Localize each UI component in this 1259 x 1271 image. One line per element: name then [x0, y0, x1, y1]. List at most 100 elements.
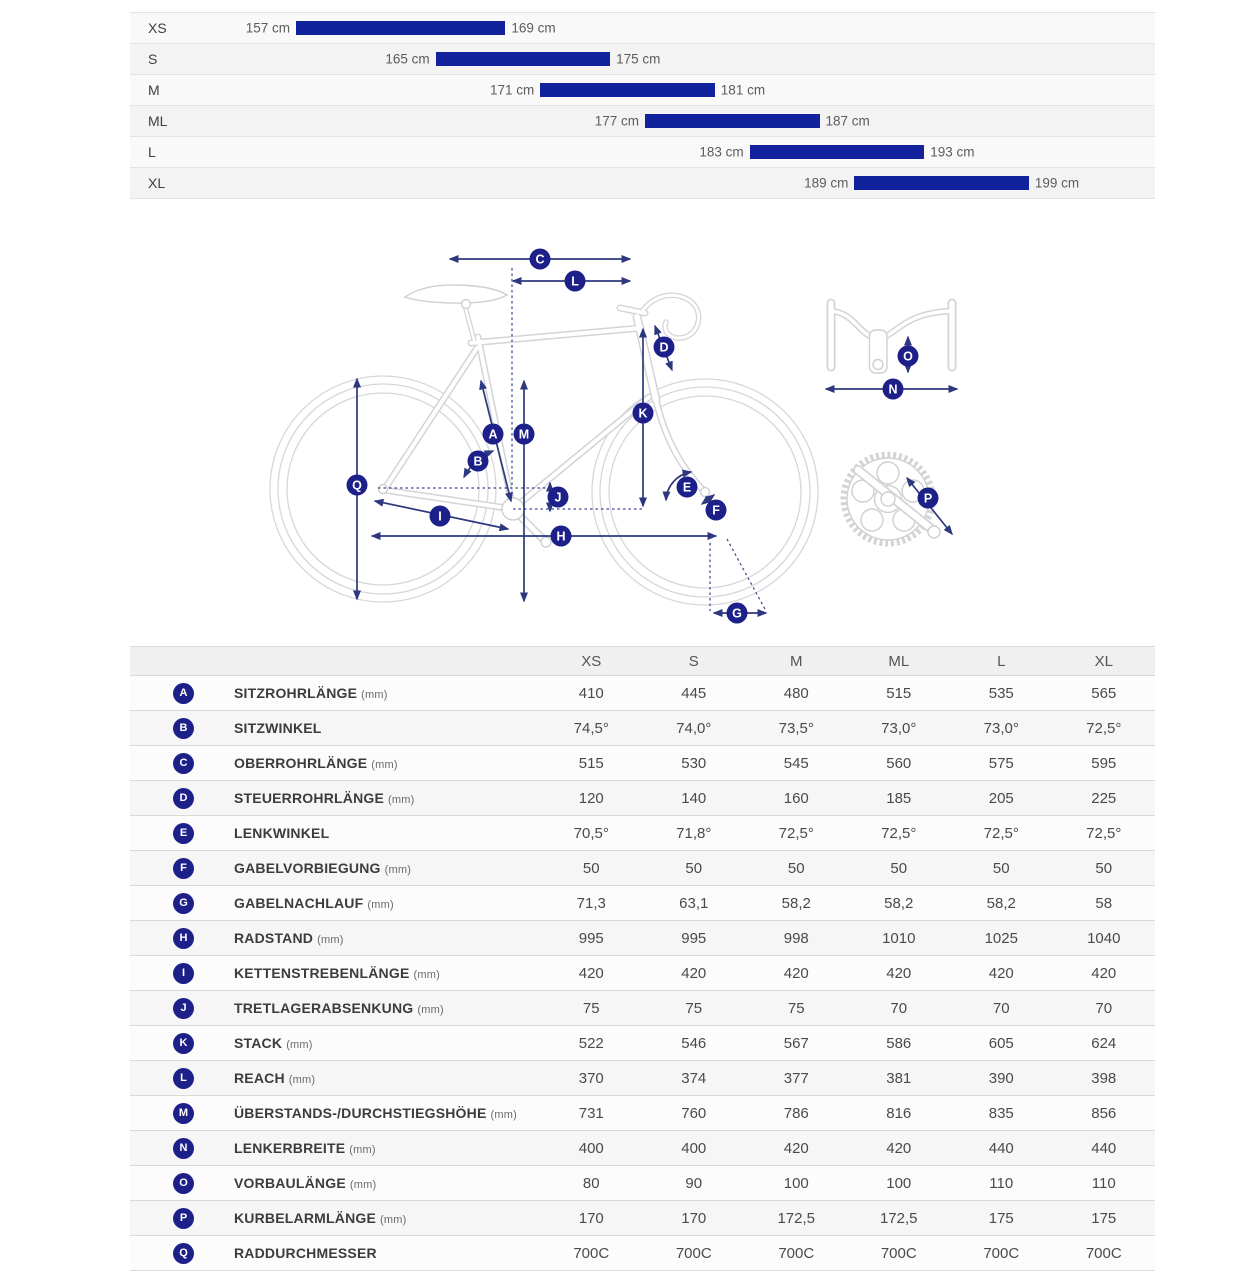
diagram-label-o: O	[897, 345, 919, 367]
svg-text:J: J	[555, 491, 562, 505]
row-label: RADSTAND (mm)	[234, 930, 344, 946]
value-cell: 100	[783, 1174, 809, 1192]
table-row: A SITZROHRLÄNGE (mm) 410 445 480 515 535 565	[130, 676, 1155, 711]
value-cell: 172,5	[777, 1209, 816, 1227]
row-label: OBERROHRLÄNGE (mm)	[234, 755, 398, 771]
value-cell: 70	[992, 999, 1010, 1017]
diagram-label-g: G	[726, 602, 748, 624]
row-unit: (mm)	[288, 1074, 316, 1086]
dim-arrow-f	[700, 494, 716, 505]
table-row: D STEUERROHRLÄNGE (mm) 120 140 160 185 205 225	[130, 781, 1155, 816]
svg-text:B: B	[473, 455, 482, 469]
value-cell: 995	[578, 929, 604, 947]
value-cell: 110	[1091, 1174, 1116, 1192]
row-letter-badge: Q	[173, 1242, 194, 1264]
diagram-label-q: Q	[346, 474, 368, 496]
row-letter-badge: N	[173, 1137, 194, 1159]
svg-text:O: O	[903, 350, 913, 364]
value-cell: 1010	[882, 929, 916, 947]
svg-text:M: M	[519, 428, 529, 442]
value-cell: 586	[886, 1034, 912, 1052]
max-height-label: 187 cm	[825, 113, 870, 129]
value-cell: 700C	[880, 1244, 917, 1262]
row-label-cell: N LENKERBREITE (mm)	[130, 1137, 540, 1159]
content: XS 157 cm 169 cm S 165 cm 175 cm M 171 cm 181 cm…	[130, 12, 1155, 199]
row-unit: (mm)	[417, 1004, 444, 1016]
diagram-label-j: J	[547, 486, 569, 508]
value-cell: 50	[992, 859, 1010, 877]
value-cell: 522	[578, 1034, 604, 1052]
value-cell: 835	[988, 1104, 1014, 1122]
svg-text:Q: Q	[352, 479, 362, 493]
value-cell: 995	[681, 929, 707, 947]
value-cell: 700C	[983, 1244, 1020, 1262]
value-cell: 75	[582, 999, 600, 1017]
table-row: K STACK (mm) 522 546 567 586 605 624	[130, 1026, 1155, 1061]
value-cell: 58,2	[781, 894, 811, 912]
row-letter-badge: C	[173, 752, 194, 774]
row-label-cell: P KURBELARMLÄNGE (mm)	[130, 1207, 540, 1229]
row-label-cell: B SITZWINKEL	[130, 717, 540, 739]
max-height-label: 175 cm	[616, 51, 661, 67]
svg-text:D: D	[659, 341, 668, 355]
table-row: N LENKERBREITE (mm) 400 400 420 420 440 440	[130, 1131, 1155, 1166]
min-height-label: 189 cm	[804, 175, 849, 191]
value-cell: 80	[582, 1174, 600, 1192]
row-label-cell: D STEUERROHRLÄNGE (mm)	[130, 787, 540, 809]
min-height-label: 177 cm	[594, 113, 639, 129]
row-unit: (mm)	[367, 899, 394, 911]
diagram-label-a: A	[482, 423, 504, 445]
value-cell: 72,5°	[983, 824, 1019, 842]
value-cell: 420	[783, 1139, 809, 1157]
height-bar	[435, 52, 611, 66]
table-row: E LENKWINKEL 70,5° 71,8° 72,5° 72,5° 72,5° 72,5…	[130, 816, 1155, 851]
value-cell: 72,5°	[1086, 824, 1122, 842]
value-cell: 50	[685, 859, 703, 877]
value-cell: 410	[578, 684, 604, 702]
value-cell: 72,5°	[778, 824, 814, 842]
value-cell: 560	[886, 754, 912, 772]
diagram-label-k: K	[632, 402, 654, 424]
construction-lines	[378, 268, 767, 612]
table-row: G GABELNACHLAUF (mm) 71,3 63,1 58,2 58,2 58,2 58	[130, 886, 1155, 921]
value-cell: 160	[783, 789, 809, 807]
min-height-label: 157 cm	[245, 20, 290, 36]
row-unit: (mm)	[384, 864, 412, 876]
value-cell: 50	[1095, 859, 1113, 877]
table-row: B SITZWINKEL 74,5° 74,0° 73,5° 73,0° 73,0° 72,5…	[130, 711, 1155, 746]
diagram-label-c: C	[529, 248, 551, 270]
value-cell: 170	[681, 1209, 707, 1227]
svg-text:I: I	[438, 510, 441, 524]
row-label-cell: J TRETLAGERABSENKUNG (mm)	[130, 997, 540, 1019]
height-bar	[296, 21, 506, 35]
svg-text:H: H	[556, 530, 565, 544]
handlebar-top-view	[826, 298, 957, 374]
row-label-cell: E LENKWINKEL	[130, 822, 540, 844]
diagram-label-p: P	[917, 487, 939, 509]
row-unit: (mm)	[490, 1109, 517, 1121]
value-cell: 440	[1091, 1139, 1117, 1157]
max-height-label: 169 cm	[511, 20, 556, 36]
row-label: ÜBERSTANDS-/DURCHSTIEGSHÖHE (mm)	[234, 1105, 517, 1121]
size-label: XL	[148, 175, 166, 191]
row-unit: (mm)	[349, 1179, 377, 1191]
value-cell: 400	[578, 1139, 604, 1157]
max-height-label: 181 cm	[720, 82, 766, 98]
bike-diagram-svg: C L D A B M K Q J I H E F G O N P	[269, 248, 959, 624]
value-cell: 74,0°	[676, 719, 712, 737]
value-cell: 90	[685, 1174, 703, 1192]
table-row: L REACH (mm) 370 374 377 381 390 398	[130, 1061, 1155, 1096]
size-row: ML 177 cm 187 cm	[130, 106, 1155, 137]
value-cell: 58	[1095, 894, 1113, 912]
size-row: S 165 cm 175 cm	[130, 44, 1155, 75]
row-label: GABELVORBIEGUNG (mm)	[234, 860, 412, 876]
value-cell: 420	[886, 964, 912, 982]
value-cell: 546	[681, 1034, 707, 1052]
value-cell: 420	[988, 964, 1014, 982]
value-cell: 1040	[1087, 929, 1121, 947]
diagram-label-b: B	[467, 450, 489, 472]
value-cell: 535	[988, 684, 1014, 702]
svg-text:E: E	[683, 481, 691, 495]
row-label: KURBELARMLÄNGE (mm)	[234, 1210, 407, 1226]
height-bar	[540, 83, 715, 97]
